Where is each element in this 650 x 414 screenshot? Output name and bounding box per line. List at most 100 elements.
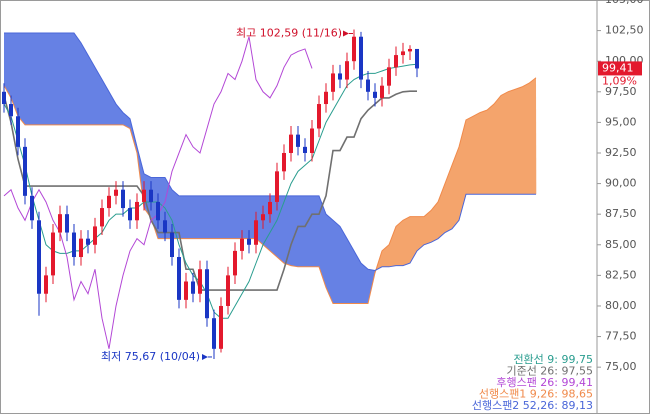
candle-body: [408, 48, 412, 52]
cloud: [403, 216, 411, 266]
cloud: [487, 104, 495, 195]
cloud: [116, 104, 124, 125]
candle-body: [177, 257, 181, 300]
candle-body: [212, 318, 216, 349]
cloud: [53, 33, 61, 125]
candle-body: [289, 134, 293, 153]
candle-body: [93, 226, 97, 245]
candle-body: [261, 214, 265, 221]
cloud: [102, 79, 110, 125]
y-tick-label: 92,50: [605, 146, 637, 159]
cloud: [39, 33, 47, 125]
candle-body: [254, 220, 258, 245]
y-tick-label: 95,00: [605, 115, 637, 128]
cloud: [46, 33, 54, 125]
cloud: [74, 33, 82, 125]
candle-body: [310, 128, 314, 153]
candle-body: [107, 195, 111, 209]
candle-body: [275, 171, 279, 202]
cloud: [305, 195, 313, 267]
candle-body: [317, 104, 321, 129]
cloud: [67, 33, 75, 125]
candle-body: [128, 208, 132, 221]
cloud: [410, 216, 418, 264]
y-tick-label: 80,00: [605, 299, 637, 312]
legend-entry: 선행스팬1 9,26: 98,65: [479, 388, 593, 401]
candle-body: [2, 91, 6, 105]
cloud: [179, 195, 187, 239]
candle-body: [30, 195, 34, 221]
candle-body: [121, 189, 125, 209]
candle-body: [303, 146, 307, 153]
candle-body: [331, 73, 335, 92]
candle-body: [163, 220, 167, 233]
price-tag: [598, 61, 642, 76]
cloud: [473, 112, 481, 195]
candle-body: [366, 79, 370, 92]
candle-body: [373, 91, 377, 98]
legend-entry: 전환선 9: 99,75: [513, 353, 593, 366]
cloud: [459, 119, 467, 221]
y-tick-label: 75,00: [605, 360, 637, 373]
cloud: [326, 214, 334, 304]
cloud: [333, 220, 341, 304]
candle-body: [387, 67, 391, 86]
cloud: [466, 116, 474, 195]
cloud: [431, 201, 439, 243]
cloud: [522, 83, 530, 195]
y-tick-label: 102,50: [605, 24, 644, 37]
y-tick-label: 87,50: [605, 207, 637, 220]
candle-body: [205, 269, 209, 319]
cloud: [25, 33, 33, 125]
cloud: [445, 165, 453, 233]
cloud: [81, 42, 89, 125]
cloud: [60, 33, 68, 125]
cloud: [424, 210, 432, 245]
cloud: [340, 226, 348, 304]
candle-body: [268, 201, 272, 215]
y-tick-label: 85,00: [605, 238, 637, 251]
candle-body: [191, 281, 195, 294]
change-label: 1,09%: [602, 74, 637, 87]
candle-body: [16, 116, 20, 147]
y-tick-label: 82,50: [605, 268, 637, 281]
cloud: [109, 91, 117, 125]
candle-body: [345, 61, 349, 80]
candle-body: [296, 134, 300, 147]
annotation: 최고 102,59 (11/16): [236, 26, 342, 39]
cloud: [319, 195, 327, 288]
cloud: [221, 195, 229, 239]
candle-body: [198, 269, 202, 294]
candle-body: [86, 238, 90, 245]
cloud: [382, 244, 390, 267]
candle-body: [142, 189, 146, 202]
candle-body: [65, 214, 69, 233]
candle-body: [233, 250, 237, 276]
cloud: [123, 112, 131, 129]
arrow: [202, 353, 208, 360]
indicator-line: [3, 90, 417, 291]
candle-body: [79, 238, 83, 258]
candle-body: [149, 189, 153, 202]
legend-entry: 선행스팬2 52,26: 89,13: [472, 399, 593, 412]
candle-body: [359, 36, 363, 80]
cloud: [18, 33, 26, 125]
candle-body: [380, 85, 384, 98]
cloud: [214, 195, 222, 239]
cloud: [235, 195, 243, 239]
cloud: [193, 195, 201, 239]
candle-body: [226, 275, 230, 306]
cloud: [312, 195, 320, 267]
candle-body: [170, 232, 174, 258]
candle-body: [282, 152, 286, 172]
cloud: [494, 95, 502, 195]
cloud: [242, 195, 250, 239]
cloud: [88, 55, 96, 125]
cloud: [291, 195, 299, 267]
candle-body: [114, 189, 118, 196]
cloud: [354, 250, 362, 304]
annotation: 최저 75,67 (10/04): [101, 350, 200, 363]
candle-body: [219, 305, 223, 349]
